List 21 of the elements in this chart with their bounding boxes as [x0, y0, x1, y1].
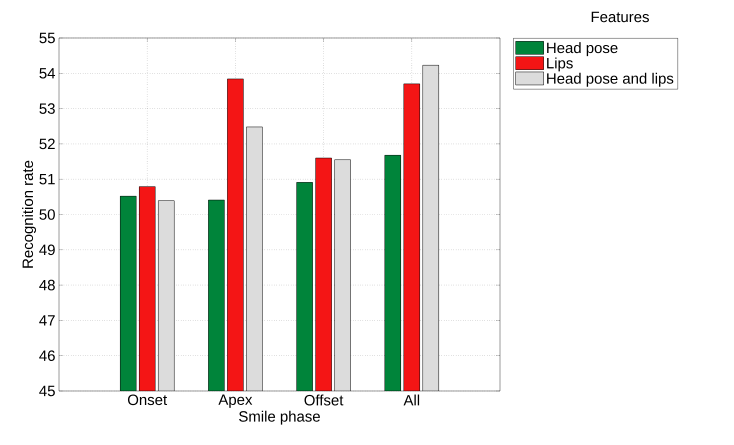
y-tick-label: 48	[39, 280, 55, 290]
legend-label: Lips	[547, 57, 573, 72]
x-tick-label: All	[404, 394, 420, 406]
legend-label: Head pose	[547, 42, 618, 56]
legend-label: Head pose and lips	[547, 72, 674, 87]
y-tick-label: 53	[39, 103, 55, 114]
legend-title: Features	[592, 12, 649, 22]
y-axis-title: Recognition rate	[22, 160, 36, 268]
y-tick-label: 51	[39, 174, 55, 184]
x-axis-title: Smile phase	[239, 410, 320, 425]
y-tick-label: 55	[39, 32, 55, 44]
y-tick-label: 50	[39, 209, 55, 220]
x-tick-label: Onset	[128, 394, 168, 406]
y-tick-label: 45	[39, 386, 55, 396]
y-tick-label: 46	[39, 350, 55, 361]
y-tick-label: 49	[39, 244, 55, 256]
y-tick-label: 52	[39, 138, 55, 150]
x-tick-label: Offset	[304, 394, 344, 406]
y-tick-label: 54	[39, 68, 56, 79]
x-tick-label: Apex	[218, 394, 252, 408]
y-tick-label: 47	[39, 315, 55, 326]
